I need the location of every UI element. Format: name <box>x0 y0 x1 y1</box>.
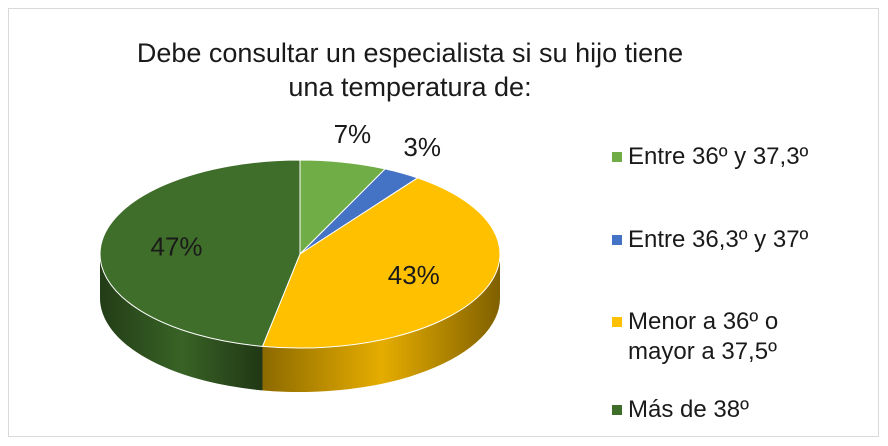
data-label: 3% <box>403 132 441 162</box>
data-label: 43% <box>388 260 440 290</box>
legend-item: Entre 36,3º y 37º <box>612 225 872 255</box>
pie-slice <box>261 177 501 349</box>
data-label: 47% <box>151 231 203 261</box>
data-label: 7% <box>334 119 372 149</box>
pie-slice <box>99 159 301 347</box>
legend-label: Menor a 36º o mayor a 37,5º <box>628 308 779 365</box>
legend-label: Más de 38º <box>628 396 749 423</box>
legend-swatch <box>612 405 622 415</box>
pie-side-shade <box>100 254 263 391</box>
pie-side-shade <box>262 254 500 392</box>
legend-swatch <box>612 152 622 162</box>
legend-item: Más de 38º <box>612 395 872 425</box>
legend-label: Entre 36º y 37,3º <box>628 143 809 170</box>
chart-title: Debe consultar un especialista si su hij… <box>136 38 684 102</box>
legend-label: Entre 36,3º y 37º <box>628 226 809 253</box>
legend-item: Menor a 36º o mayor a 37,5º <box>612 307 872 367</box>
legend-swatch <box>612 235 622 245</box>
legend-item: Entre 36º y 37,3º <box>612 142 872 172</box>
legend-swatch <box>612 317 622 327</box>
